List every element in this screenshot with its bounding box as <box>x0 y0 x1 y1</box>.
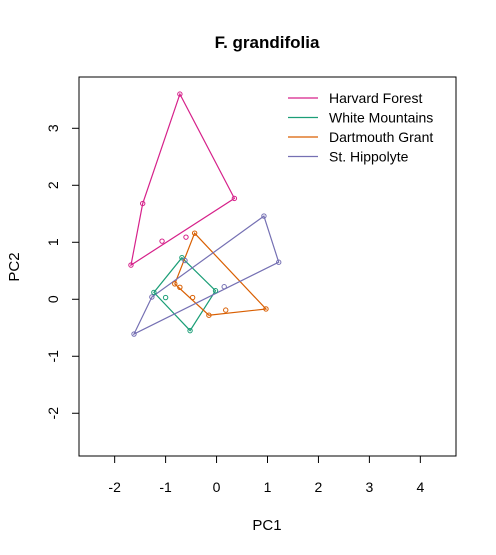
x-tick-label: 4 <box>416 479 424 495</box>
data-point-series-2 <box>172 281 178 287</box>
legend-label: Harvard Forest <box>329 90 422 106</box>
hull-series-0 <box>130 92 236 267</box>
data-point-series-0 <box>139 200 146 207</box>
data-point-series-0 <box>177 91 183 97</box>
legend-label: St. Hippolyte <box>329 149 409 165</box>
data-point-series-3 <box>276 259 282 265</box>
hull-series-1 <box>153 256 217 332</box>
hull-series-2 <box>174 232 268 316</box>
data-point-series-2 <box>206 312 212 318</box>
data-point-series-1 <box>179 254 185 261</box>
data-point-series-2 <box>189 294 196 301</box>
legend: Harvard Forest White Mountains Dartmouth G… <box>288 90 433 165</box>
x-tick-label: -1 <box>159 479 172 495</box>
data-point-series-1 <box>162 294 169 301</box>
data-point-series-1 <box>212 288 219 294</box>
y-tick-label: 2 <box>45 181 61 189</box>
data-point-series-3 <box>221 284 227 290</box>
data-point-series-3 <box>149 294 155 300</box>
data-point-series-0 <box>159 238 165 244</box>
data-point-series-0 <box>231 195 238 202</box>
x-tick-label: 2 <box>315 479 323 495</box>
data-point-series-2 <box>263 306 269 312</box>
data-point-series-1 <box>187 327 193 334</box>
y-tick-label: -1 <box>45 350 61 363</box>
x-tick-label: 0 <box>213 479 221 495</box>
x-axis-title: PC1 <box>252 517 281 534</box>
hull-layer <box>130 92 280 336</box>
x-axis: -2 -1 0 1 2 3 4 <box>108 455 424 495</box>
data-point-series-1 <box>151 289 157 296</box>
legend-label: Dartmouth Grant <box>329 129 433 145</box>
y-axis: -2 -1 0 1 2 3 <box>45 124 80 420</box>
y-tick-label: 3 <box>45 124 61 132</box>
y-tick-label: 1 <box>45 238 61 246</box>
data-point-series-0 <box>128 262 134 268</box>
data-point-series-3 <box>131 331 137 337</box>
y-tick-label: 0 <box>45 295 61 303</box>
x-tick-label: 1 <box>264 479 272 495</box>
chart-title: F. grandifolia <box>215 33 320 52</box>
hull-series-3 <box>132 215 280 336</box>
data-point-series-3 <box>182 257 188 264</box>
point-layer <box>128 91 282 337</box>
data-point-series-0 <box>183 234 189 240</box>
y-axis-title: PC2 <box>6 252 23 281</box>
data-point-series-2 <box>223 307 229 313</box>
x-tick-label: -2 <box>108 479 121 495</box>
x-tick-label: 3 <box>365 479 373 495</box>
data-point-series-2 <box>177 284 183 291</box>
data-point-series-3 <box>261 213 267 219</box>
legend-label: White Mountains <box>329 110 433 126</box>
data-point-series-2 <box>191 230 198 236</box>
y-tick-label: -2 <box>45 407 61 420</box>
